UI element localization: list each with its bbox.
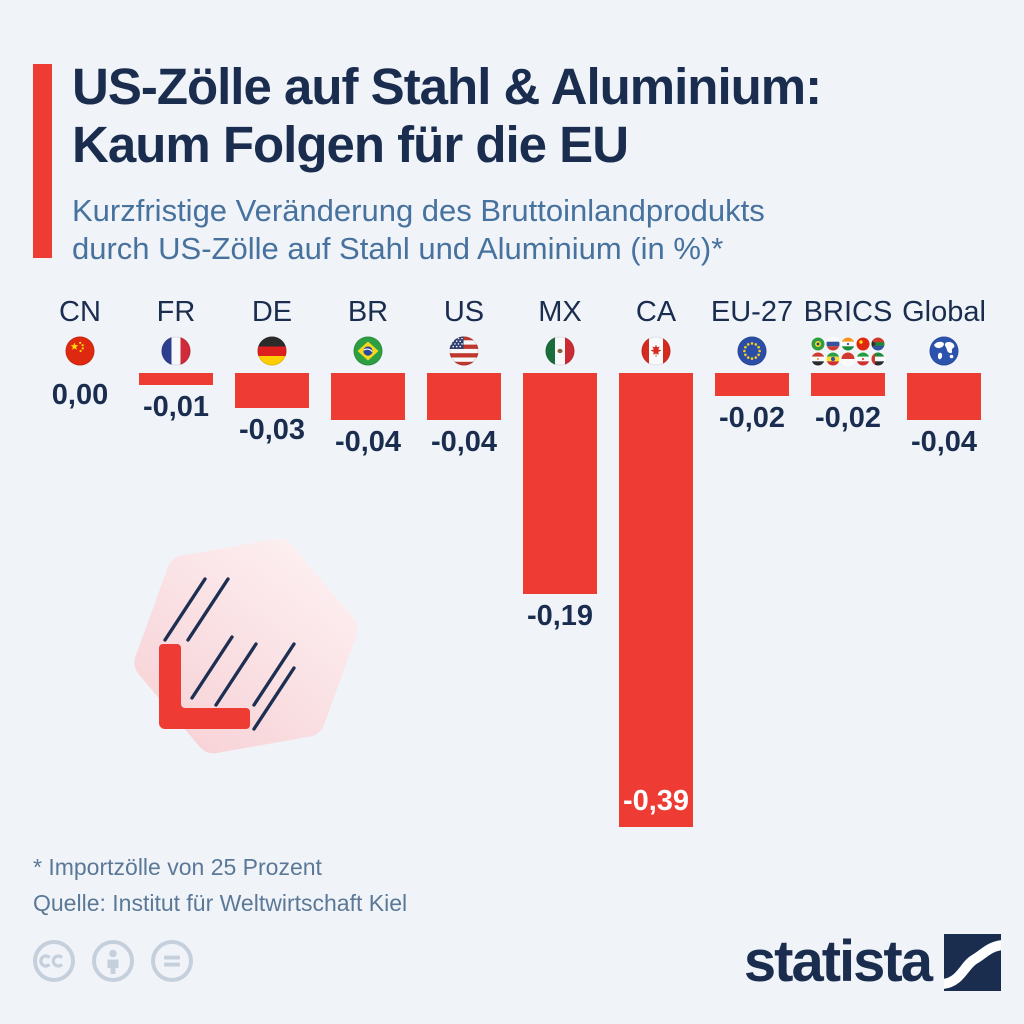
flag-mexico-icon [512,329,608,373]
footnote: * Importzölle von 25 Prozent Quelle: Ins… [33,849,407,921]
bar-mx [523,373,597,594]
title-line-2: Kaum Folgen für die EU [72,116,629,173]
value-label: -0,04 [430,426,498,458]
chart-column-mx: MX -0,19 [512,296,608,886]
bar-us [427,373,501,420]
steel-beam-icon [159,644,250,729]
statista-mark-icon [944,933,1001,991]
bar-chart: CN 0,00 FR -0,01 DE -0,03 BR -0,04 US -0,04 MX -0,1… [32,296,992,886]
bar-de [235,373,309,408]
value-label: -0,02 [718,402,786,434]
flag-germany-icon [224,329,320,373]
chart-column-br: BR -0,04 [320,296,416,886]
value-label: -0,04 [334,426,402,458]
bar-track: -0,01 [128,373,224,878]
chart-column-brics: BRICS -0,02 [800,296,896,886]
flag-eu-icon [704,329,800,373]
value-label: -0,19 [526,600,594,632]
statista-logo: statista [744,933,1001,991]
bar-track: -0,03 [224,373,320,878]
statista-wordmark: statista [743,929,933,994]
steel-beam-illustration [126,524,370,770]
subtitle-line-1: Kurzfristige Veränderung des Bruttoinlan… [72,193,765,228]
bar-br [331,373,405,420]
footnote-note: * Importzölle von 25 Prozent [33,854,322,880]
category-label: BR [347,296,389,328]
category-label: US [443,296,485,328]
value-label: 0,00 [51,379,109,411]
bar-ca [619,373,693,827]
category-label: CN [59,296,101,328]
bar-track: -0,04 [416,373,512,878]
category-label: MX [538,296,582,328]
title-line-1: US-Zölle auf Stahl & Aluminium: [72,58,822,115]
flag-canada-icon [608,329,704,373]
footnote-source: Quelle: Institut für Weltwirtschaft Kiel [33,890,408,916]
category-label: Global [902,296,986,328]
bar-track: -0,04 [320,373,416,878]
cc-icon [33,940,75,982]
no-derivatives-icon [151,940,193,982]
bar-track: 0,00 [32,373,128,878]
chart-column-us: US -0,04 [416,296,512,886]
value-label: -0,02 [814,402,882,434]
bar-eu-27 [715,373,789,396]
category-label: CA [635,296,677,328]
chart-column-eu-27: EU-27 -0,02 [704,296,800,886]
bar-track: -0,02 [704,373,800,878]
page-subtitle: Kurzfristige Veränderung des Bruttoinlan… [72,192,765,268]
category-label: EU-27 [710,296,794,328]
value-label: -0,01 [142,391,210,423]
category-label: FR [156,296,196,328]
flag-usa-icon [416,329,512,373]
attribution-icon [92,940,134,982]
chart-column-fr: FR -0,01 [128,296,224,886]
bar-track: -0,39 [608,373,704,878]
flag-brics-icon [800,329,896,373]
value-label: -0,39 [622,785,690,817]
license-icons [31,938,195,984]
value-label: -0,04 [910,426,978,458]
category-label: DE [251,296,293,328]
category-label: BRICS [803,296,893,328]
chart-column-de: DE -0,03 [224,296,320,886]
bar-global [907,373,981,420]
page-title: US-Zölle auf Stahl & Aluminium: Kaum Fol… [72,58,822,174]
flag-china-icon [32,329,128,373]
chart-column-cn: CN 0,00 [32,296,128,886]
motion-lines-icon [163,577,296,731]
chart-column-ca: CA -0,39 [608,296,704,886]
flag-global-icon [896,329,992,373]
chart-column-global: Global -0,04 [896,296,992,886]
header-accent-bar [33,64,52,258]
bar-fr [139,373,213,385]
flag-france-icon [128,329,224,373]
subtitle-line-2: durch US-Zölle auf Stahl und Aluminium (… [72,231,724,266]
hexagon-shape [134,538,358,754]
bar-track: -0,19 [512,373,608,878]
bar-brics [811,373,885,396]
bar-track: -0,02 [800,373,896,878]
bar-track: -0,04 [896,373,992,878]
value-label: -0,03 [238,414,306,446]
flag-brazil-icon [320,329,416,373]
